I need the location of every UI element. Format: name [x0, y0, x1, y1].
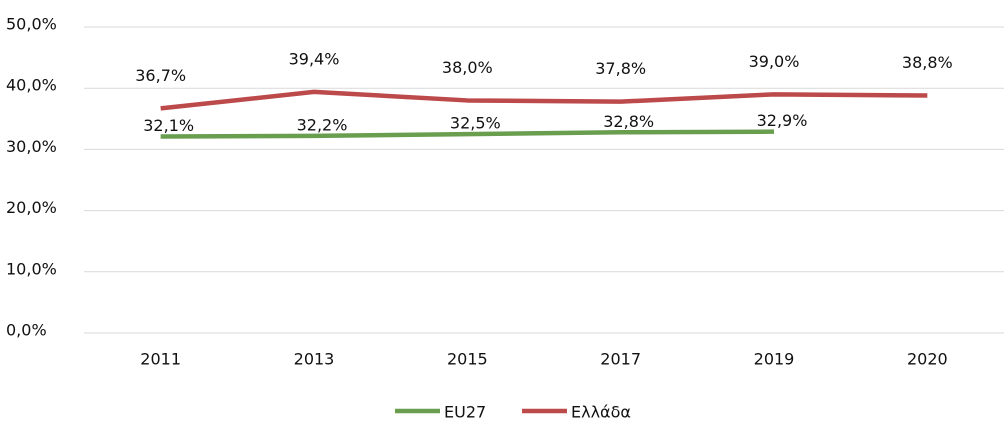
legend-label: EU27	[444, 403, 486, 422]
y-tick-label: 10,0%	[6, 259, 57, 278]
data-label: 32,9%	[757, 111, 808, 130]
data-label: 32,1%	[143, 116, 194, 135]
x-tick-label: 2017	[600, 350, 641, 369]
legend-label: Ελλάδα	[571, 403, 631, 422]
series-line	[160, 89, 928, 111]
data-label: 38,0%	[442, 58, 493, 77]
data-label: 32,8%	[603, 112, 654, 131]
data-label: 38,8%	[902, 53, 953, 72]
y-tick-label: 30,0%	[6, 137, 57, 156]
x-tick-label: 2013	[294, 350, 335, 369]
y-tick-label: 50,0%	[6, 15, 57, 34]
x-tick-label: 2020	[907, 350, 948, 369]
data-label: 36,7%	[135, 66, 186, 85]
y-tick-label: 40,0%	[6, 76, 57, 95]
series-line	[160, 129, 775, 139]
x-tick-label: 2019	[754, 350, 795, 369]
data-label: 39,0%	[749, 52, 800, 71]
data-label: 32,5%	[450, 114, 501, 133]
data-label: 39,4%	[289, 49, 340, 68]
data-label: 32,2%	[297, 115, 348, 134]
y-tick-label: 0,0%	[6, 321, 47, 340]
y-tick-label: 20,0%	[6, 198, 57, 217]
x-tick-label: 2011	[140, 350, 181, 369]
data-label: 37,8%	[595, 59, 646, 78]
x-tick-label: 2015	[447, 350, 488, 369]
